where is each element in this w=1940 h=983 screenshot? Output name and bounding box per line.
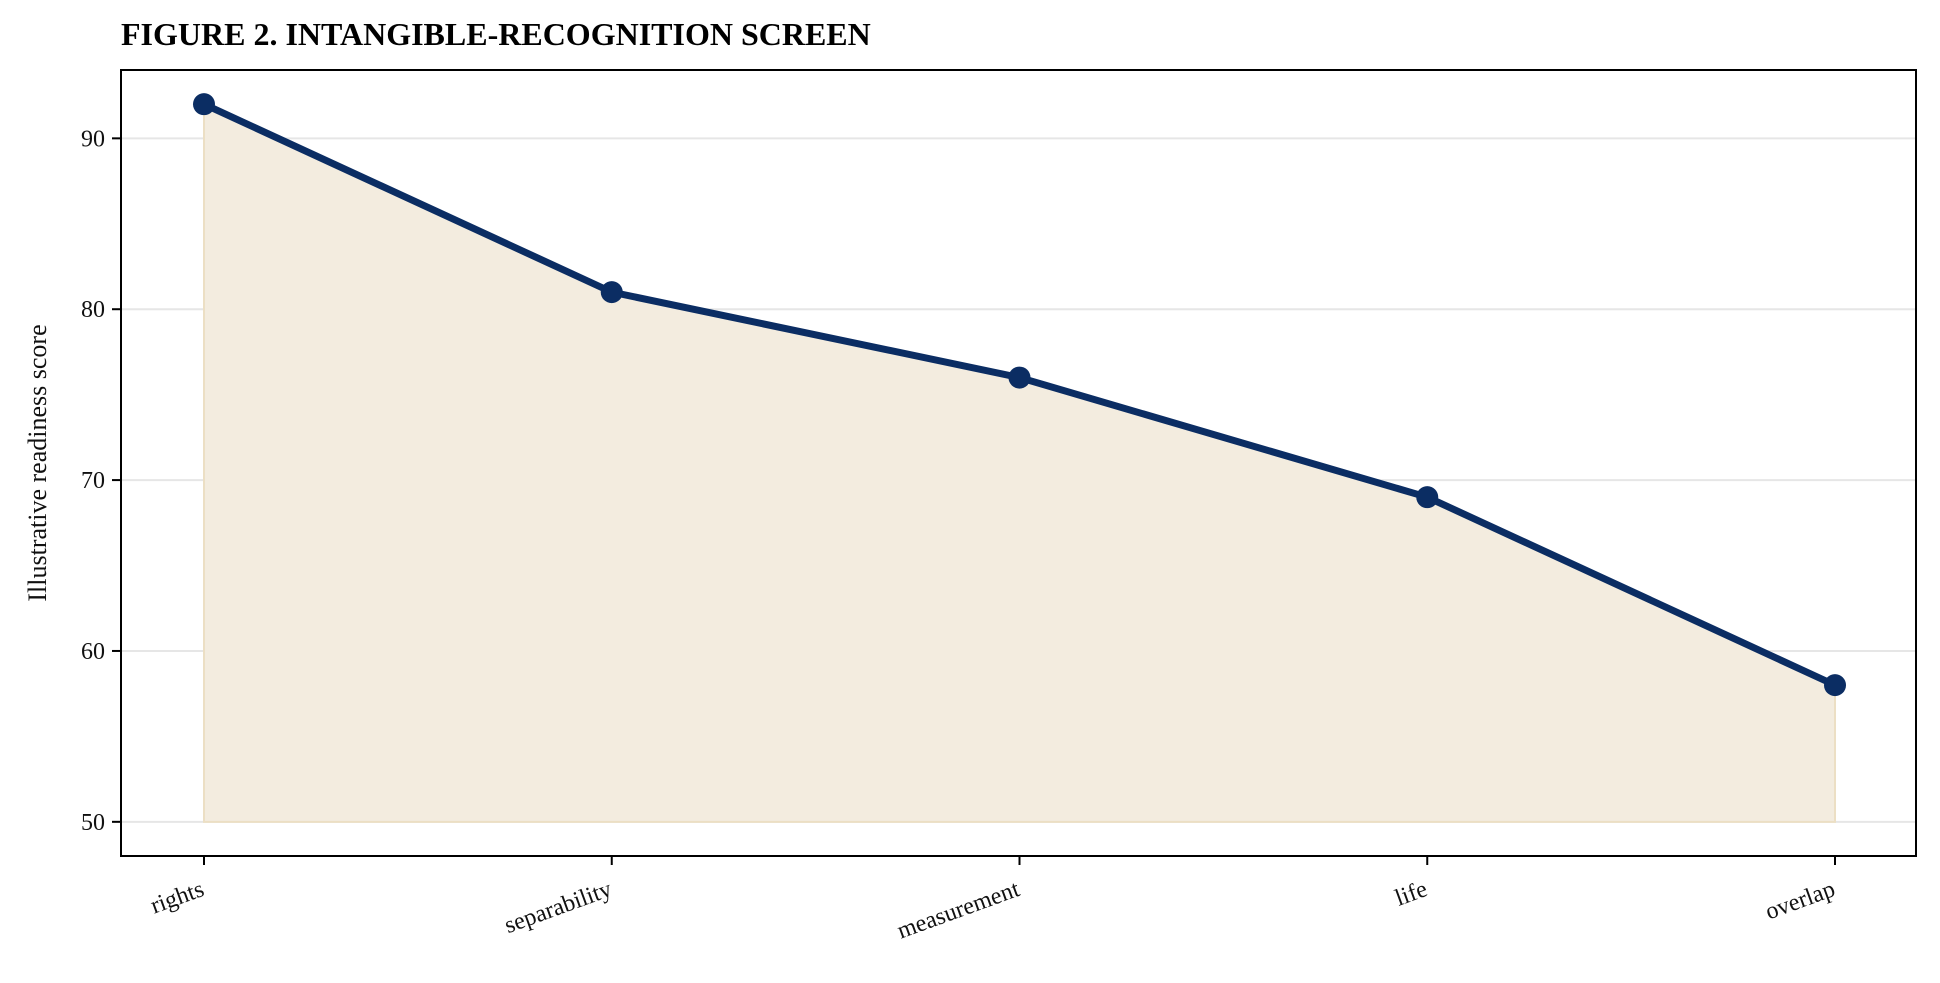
x-tick-label: life [1392, 876, 1431, 911]
data-point [1008, 366, 1031, 389]
x-tick-label: separability [501, 876, 615, 939]
y-tick-label: 80 [81, 297, 105, 323]
x-tick-label: rights [147, 876, 207, 919]
x-tick-label: overlap [1762, 876, 1839, 925]
data-point [193, 93, 215, 116]
y-axis-label: Illustrative readiness score [23, 324, 52, 601]
data-point [1416, 486, 1439, 509]
y-tick-label: 50 [81, 810, 105, 836]
data-points [193, 93, 1846, 697]
y-axis: 50 60 70 80 90 [81, 126, 121, 836]
y-tick-label: 60 [81, 639, 105, 665]
y-tick-label: 70 [81, 468, 105, 494]
x-tick-label: measurement [894, 876, 1023, 944]
chart-title: FIGURE 2. INTANGIBLE-RECOGNITION SCREEN [121, 16, 871, 52]
data-point [600, 281, 623, 304]
x-axis: rights separability measurement life overlap [147, 856, 1839, 944]
y-tick-label: 90 [81, 126, 105, 152]
data-point [1824, 674, 1846, 697]
area-fill [203, 102, 1836, 823]
